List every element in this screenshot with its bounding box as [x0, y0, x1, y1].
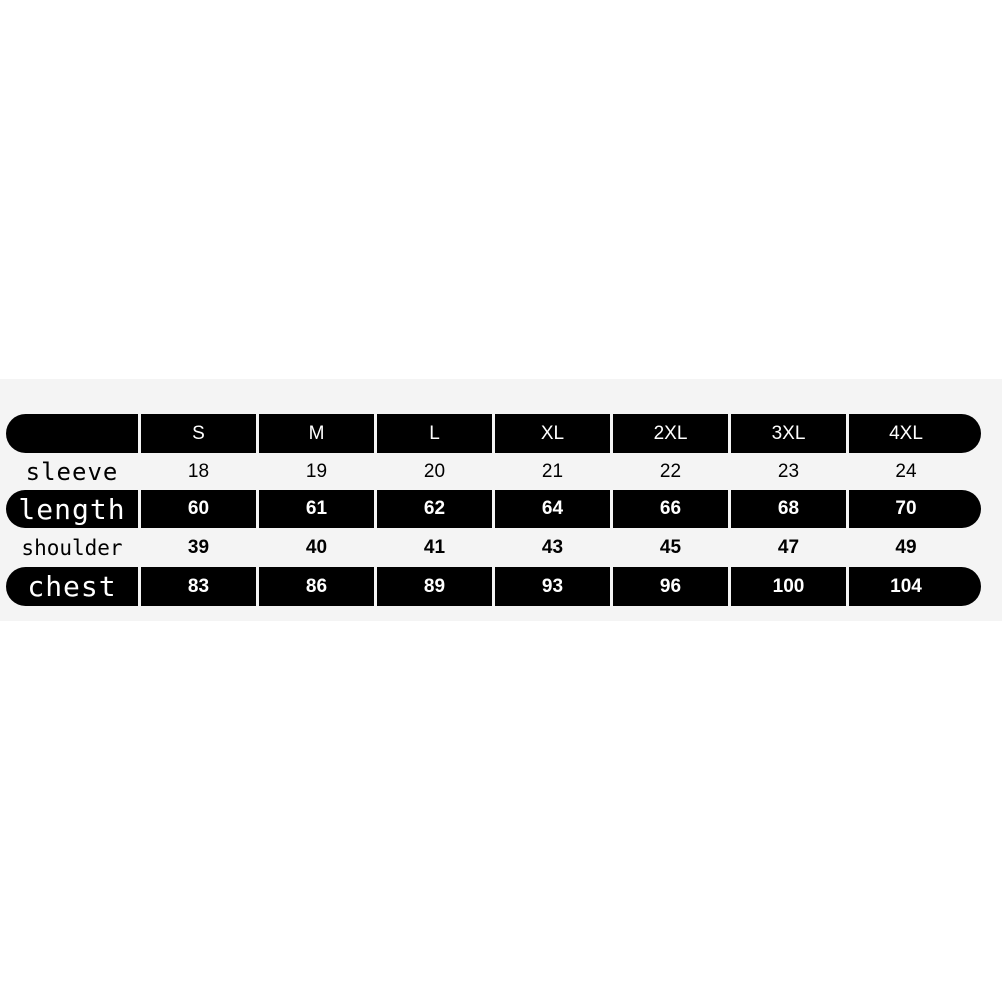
table-cell: 49 [895, 537, 917, 558]
table-row: sleeve 18 19 20 21 22 23 24 [6, 456, 981, 488]
table-cell: 89 [377, 567, 492, 606]
table-cell: 104 [849, 567, 981, 606]
table-cell: 19 [305, 461, 328, 482]
table-cell: 64 [495, 490, 610, 528]
table-cell: 39 [187, 537, 210, 558]
table-cell: 24 [895, 461, 917, 482]
table-cell: 40 [305, 537, 328, 558]
table-cell: 43 [541, 537, 564, 558]
table-row: chest 83 86 89 93 96 100 104 [6, 567, 981, 606]
table-cell: 23 [777, 461, 800, 482]
table-cell: 45 [659, 537, 682, 558]
table-cell: 86 [259, 567, 374, 606]
row-label: chest [6, 567, 138, 606]
table-cell: 21 [541, 461, 564, 482]
table-cell: 70 [849, 490, 981, 528]
header-corner [6, 414, 138, 453]
header-row: S M L XL 2XL 3XL 4XL [6, 414, 981, 453]
size-header: M [259, 414, 374, 453]
table-row: length 60 61 62 64 66 68 70 [6, 490, 981, 528]
size-header: XL [495, 414, 610, 453]
table-row: shoulder 39 40 41 43 45 47 49 [6, 531, 981, 565]
table-cell: 18 [187, 461, 210, 482]
size-header: 3XL [731, 414, 846, 453]
table-cell: 68 [731, 490, 846, 528]
row-label: length [6, 490, 138, 528]
table-cell: 60 [141, 490, 256, 528]
size-header: S [141, 414, 256, 453]
table-cell: 83 [141, 567, 256, 606]
size-header: L [377, 414, 492, 453]
size-header: 2XL [613, 414, 728, 453]
table-cell: 61 [259, 490, 374, 528]
size-header: 4XL [849, 414, 981, 453]
table-cell: 96 [613, 567, 728, 606]
table-cell: 93 [495, 567, 610, 606]
row-label: sleeve [25, 458, 119, 486]
table-cell: 22 [659, 461, 682, 482]
table-cell: 47 [777, 537, 800, 558]
table-cell: 20 [423, 461, 446, 482]
table-cell: 100 [731, 567, 846, 606]
table-cell: 41 [423, 537, 446, 558]
row-label: shoulder [21, 536, 123, 560]
table-cell: 62 [377, 490, 492, 528]
table-cell: 66 [613, 490, 728, 528]
